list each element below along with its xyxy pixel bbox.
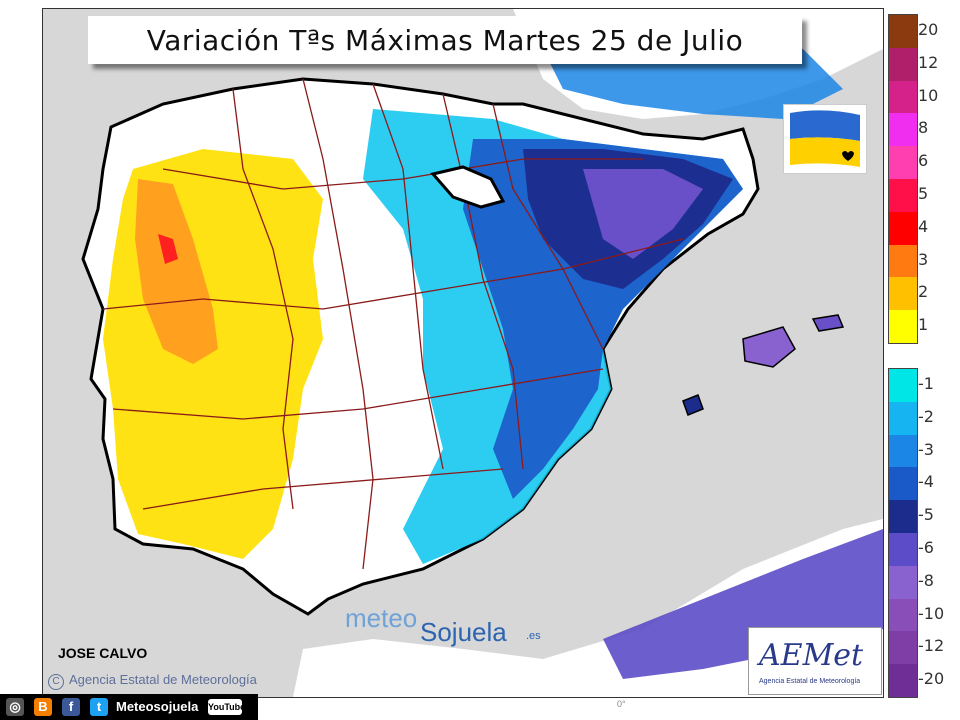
legend-label: 12 (918, 52, 939, 72)
degree-mark: 0° (617, 699, 626, 709)
legend-swatch (889, 369, 917, 402)
facebook-icon[interactable]: f (62, 698, 80, 716)
twitter-icon[interactable]: t (90, 698, 108, 716)
instagram-icon[interactable]: ◎ (6, 698, 24, 716)
brand-sojuela: Sojuela (420, 617, 507, 647)
legend-swatch (889, 532, 917, 566)
balearic-islands (742, 326, 796, 368)
legend-swatch (889, 244, 917, 278)
legend-swatch (889, 113, 917, 147)
legend-label: 2 (918, 282, 929, 302)
map-canvas (81, 9, 883, 697)
menorca (811, 314, 845, 332)
brand-suffix: .es (526, 630, 541, 642)
legend-label: -12 (918, 636, 945, 656)
legend-swatch (889, 631, 917, 665)
legend-label: -5 (918, 505, 934, 525)
agency-credit: C Agencia Estatal de Meteorología (48, 672, 257, 690)
legend-swatch (889, 178, 917, 212)
legend-label: -4 (918, 472, 934, 492)
legend-label: -3 (918, 439, 934, 459)
ukraine-flag-icon (790, 110, 860, 167)
brand-meteo: meteo (345, 603, 418, 633)
legend-swatch (889, 277, 917, 311)
legend-swatch (889, 500, 917, 533)
legend-label: 3 (918, 249, 929, 269)
agency-label: Agencia Estatal de Meteorología (69, 672, 257, 687)
social-bar: ◎ B f t Meteosojuela YouTube (0, 694, 258, 720)
legend-swatch (889, 146, 917, 179)
legend-swatch (889, 565, 917, 599)
ibiza (682, 394, 704, 416)
copyright-icon: C (48, 674, 64, 690)
legend-swatch (889, 401, 917, 435)
ukraine-flag (783, 104, 867, 174)
map-frame (42, 8, 884, 698)
legend-positive (888, 14, 918, 344)
legend-swatch (889, 434, 917, 468)
legend-swatch (889, 15, 917, 48)
blogger-icon[interactable]: B (34, 698, 52, 716)
legend-label: 4 (918, 216, 929, 236)
legend-label: 8 (918, 118, 929, 138)
legend-label: 20 (918, 20, 939, 39)
legend-swatch (889, 467, 917, 501)
social-label: Meteosojuela (116, 699, 199, 714)
warming-zone-red (158, 234, 178, 264)
legend-label: -6 (918, 538, 934, 557)
legend-swatch (889, 47, 917, 81)
la-rioja-outline (430, 165, 506, 209)
legend-swatch (889, 80, 917, 114)
legend-label: -20 (918, 669, 945, 689)
aemet-subtitle: Agencia Estatal de Meteorología (759, 678, 861, 685)
author-credit: JOSE CALVO (58, 645, 148, 661)
legend-label: -8 (918, 570, 934, 590)
legend-label: -2 (918, 406, 934, 426)
legend-label: 10 (918, 85, 939, 105)
aemet-logo: AEMet Agencia Estatal de Meteorología (748, 627, 882, 695)
warming-zone-orange (135, 179, 218, 364)
youtube-icon[interactable]: YouTube (208, 699, 245, 715)
cooling-zone-purple (583, 169, 703, 259)
heart-icon (842, 151, 854, 161)
legend-label: 6 (918, 151, 929, 171)
legend-negative (888, 368, 918, 698)
aemet-name: AEMet (759, 638, 864, 673)
regional-borders (102, 78, 684, 570)
legend-swatch (889, 211, 917, 245)
legend-swatch (889, 310, 917, 343)
map-title: Variación Tªs Máximas Martes 25 de Julio (88, 16, 802, 64)
legend-label: 5 (918, 184, 929, 203)
legend-label: -1 (918, 374, 934, 393)
legend-swatch (889, 598, 917, 632)
legend-label: 1 (918, 315, 929, 335)
legend-label: -10 (918, 603, 945, 623)
legend-swatch (889, 664, 917, 697)
